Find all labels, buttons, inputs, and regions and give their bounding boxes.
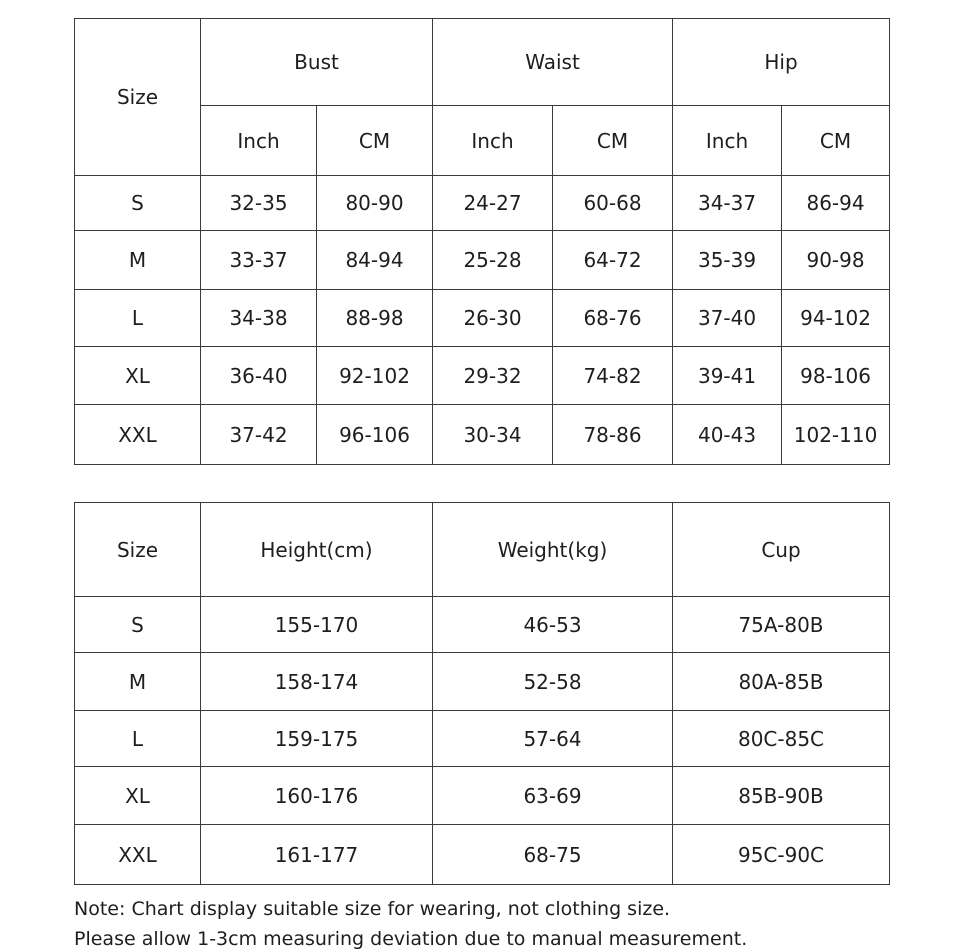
size-cell: S <box>74 596 201 653</box>
value-cell: 88-98 <box>315 289 434 347</box>
size-header: Size <box>74 18 201 176</box>
value-cell: 33-37 <box>200 230 317 290</box>
size-cell: L <box>74 710 201 767</box>
value-cell: 63-69 <box>432 766 673 825</box>
value-cell: 37-40 <box>672 289 783 347</box>
value-cell: 159-175 <box>200 710 433 767</box>
unit-header: Inch <box>672 105 783 176</box>
value-cell: 46-53 <box>432 596 673 653</box>
value-cell: 40-43 <box>672 404 783 465</box>
value-cell: 155-170 <box>200 596 433 653</box>
size-cell: M <box>74 230 201 290</box>
value-cell: 35-39 <box>672 230 783 290</box>
value-cell: 95C-90C <box>672 824 890 885</box>
value-cell: 34-38 <box>200 289 317 347</box>
column-header: Height(cm) <box>200 502 433 597</box>
size-cell: XL <box>74 346 201 405</box>
value-cell: 94-102 <box>781 289 891 347</box>
value-cell: 26-30 <box>432 289 554 347</box>
unit-header: CM <box>552 105 674 176</box>
value-cell: 60-68 <box>552 175 674 231</box>
size-cell: XL <box>74 766 201 825</box>
value-cell: 68-76 <box>552 289 674 347</box>
table-row: XXL 37-42 96-106 30-34 78-86 40-43 102-110 <box>74 404 891 465</box>
note-line-1: Note: Chart display suitable size for we… <box>74 898 670 920</box>
table-row: M 158-174 52-58 80A-85B <box>74 652 890 711</box>
size-cell: M <box>74 652 201 711</box>
table-row: S 155-170 46-53 75A-80B <box>74 596 890 653</box>
value-cell: 25-28 <box>432 230 554 290</box>
value-cell: 30-34 <box>432 404 554 465</box>
value-cell: 86-94 <box>781 175 891 231</box>
table-row: XL 160-176 63-69 85B-90B <box>74 766 890 825</box>
value-cell: 29-32 <box>432 346 554 405</box>
value-cell: 74-82 <box>552 346 674 405</box>
value-cell: 37-42 <box>200 404 317 465</box>
value-cell: 98-106 <box>781 346 891 405</box>
table-row: S 32-35 80-90 24-27 60-68 34-37 86-94 <box>74 175 891 231</box>
table-row: M 33-37 84-94 25-28 64-72 35-39 90-98 <box>74 230 891 290</box>
note-text: Chart display suitable size for wearing,… <box>131 898 671 920</box>
table-row: L 159-175 57-64 80C-85C <box>74 710 890 767</box>
size-cell: L <box>74 289 201 347</box>
value-cell: 78-86 <box>552 404 674 465</box>
value-cell: 84-94 <box>315 230 434 290</box>
note-label: Note: <box>74 898 126 920</box>
value-cell: 68-75 <box>432 824 673 885</box>
value-cell: 85B-90B <box>672 766 890 825</box>
value-cell: 34-37 <box>672 175 783 231</box>
note-line-2: Please allow 1-3cm measuring deviation d… <box>74 928 748 950</box>
size-cell: XXL <box>74 824 201 885</box>
unit-header: CM <box>781 105 891 176</box>
value-cell: 92-102 <box>315 346 434 405</box>
value-cell: 90-98 <box>781 230 891 290</box>
value-cell: 52-58 <box>432 652 673 711</box>
value-cell: 80C-85C <box>672 710 890 767</box>
value-cell: 36-40 <box>200 346 317 405</box>
value-cell: 75A-80B <box>672 596 890 653</box>
column-header: Size <box>74 502 201 597</box>
unit-header: Inch <box>432 105 554 176</box>
table-row: L 34-38 88-98 26-30 68-76 37-40 94-102 <box>74 289 891 347</box>
value-cell: 32-35 <box>200 175 317 231</box>
value-cell: 160-176 <box>200 766 433 825</box>
column-header: Cup <box>672 502 890 597</box>
value-cell: 80A-85B <box>672 652 890 711</box>
size-cell: XXL <box>74 404 201 465</box>
unit-header: CM <box>315 105 434 176</box>
table-row: XL 36-40 92-102 29-32 74-82 39-41 98-106 <box>74 346 891 405</box>
value-cell: 39-41 <box>672 346 783 405</box>
value-cell: 102-110 <box>781 404 891 465</box>
column-header: Weight(kg) <box>432 502 673 597</box>
bust-header: Bust <box>199 18 434 106</box>
value-cell: 96-106 <box>315 404 434 465</box>
waist-header: Waist <box>432 18 674 106</box>
size-cell: S <box>74 175 201 231</box>
value-cell: 80-90 <box>315 175 434 231</box>
value-cell: 161-177 <box>200 824 433 885</box>
table-row: XXL 161-177 68-75 95C-90C <box>74 824 890 885</box>
measurements-table: Size Bust Waist Hip Inch CM Inch CM Inch CM S… <box>74 18 891 465</box>
unit-header: Inch <box>200 105 317 176</box>
value-cell: 57-64 <box>432 710 673 767</box>
value-cell: 64-72 <box>552 230 674 290</box>
value-cell: 24-27 <box>432 175 554 231</box>
fit-table: Size Height(cm) Weight(kg) Cup S 155-170 46-5… <box>74 502 890 885</box>
value-cell: 158-174 <box>200 652 433 711</box>
hip-header: Hip <box>672 18 891 106</box>
